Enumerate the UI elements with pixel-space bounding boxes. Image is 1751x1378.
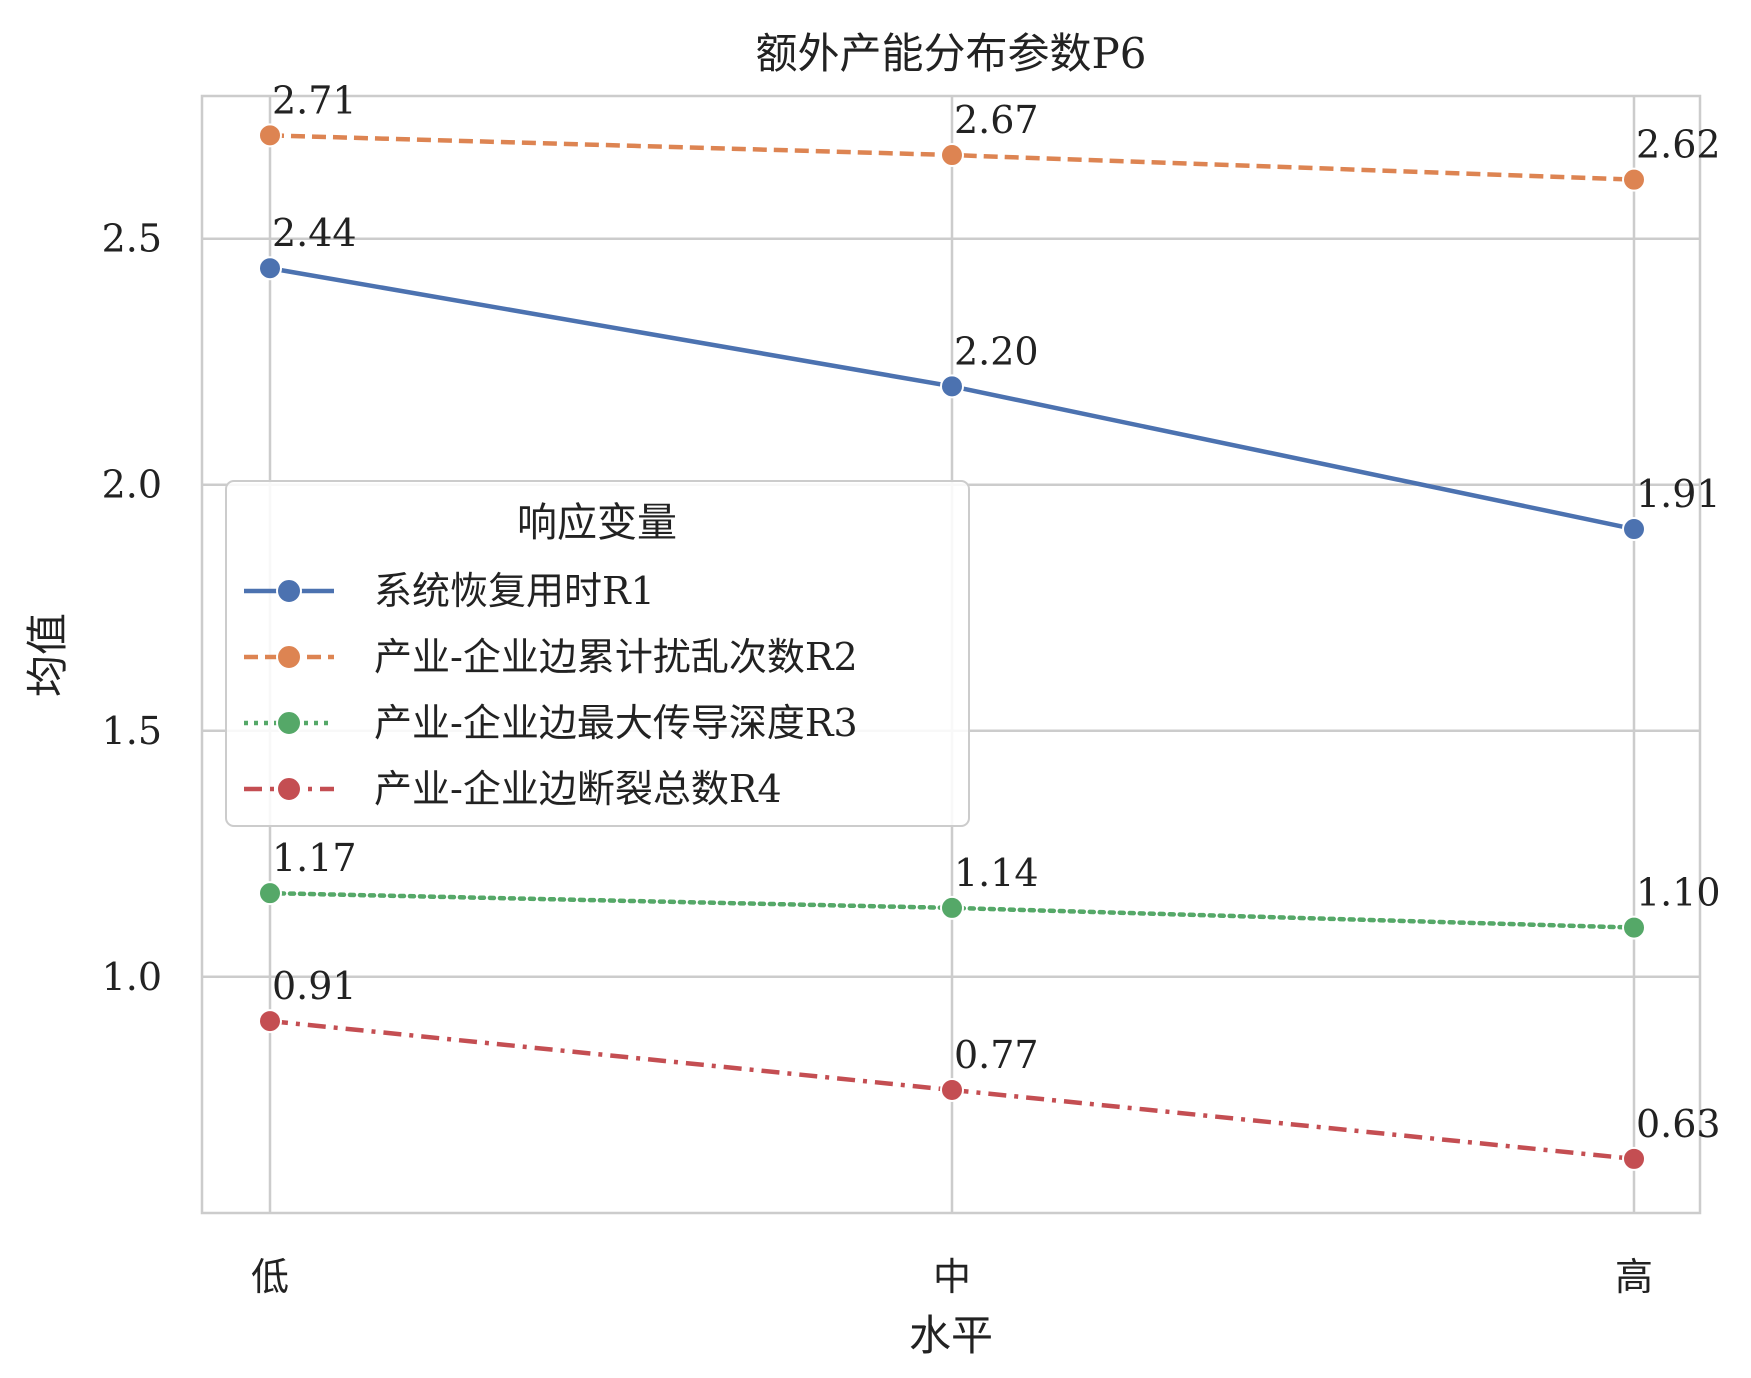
tick-layer: 低 中 高 1.0 1.5 2.0 2.5	[102, 217, 1653, 1299]
data-label: 0.91	[272, 964, 357, 1008]
data-point	[940, 143, 964, 168]
legend-label: 产业-企业边最大传导深度R3	[374, 701, 858, 745]
legend-marker	[276, 578, 302, 604]
data-point	[1622, 167, 1646, 192]
data-label: 0.63	[1636, 1102, 1721, 1146]
data-point	[940, 374, 964, 399]
legend-title: 响应变量	[517, 500, 677, 546]
data-point	[1622, 517, 1646, 542]
data-label-layer: 2.44 2.20 1.91 2.71 2.67 2.62 1.17 1.14 1.10 0.91…	[272, 78, 1721, 1146]
x-tick-label: 中	[933, 1255, 971, 1299]
x-axis-label: 水平	[909, 1311, 993, 1360]
data-label: 2.20	[954, 329, 1039, 373]
legend-marker	[276, 776, 302, 802]
y-axis-label: 均值	[23, 613, 72, 697]
legend: 响应变量 系统恢复用时R1 产业-企业边累计扰乱次数R2 产业-企业边最大传导深度R…	[225, 480, 970, 827]
legend-marker	[276, 644, 302, 670]
legend-label: 产业-企业边断裂总数R4	[374, 767, 782, 811]
data-label: 1.91	[1636, 472, 1721, 516]
data-label: 1.14	[954, 851, 1039, 895]
y-tick-label: 2.0	[102, 463, 162, 507]
data-point	[940, 1077, 964, 1102]
data-point	[258, 881, 282, 906]
series-layer	[258, 123, 1646, 1171]
y-tick-label: 1.5	[102, 709, 162, 753]
data-point	[258, 1009, 282, 1034]
y-tick-label: 1.0	[102, 955, 162, 999]
x-tick-label: 低	[251, 1255, 289, 1299]
legend-label: 系统恢复用时R1	[374, 569, 655, 613]
legend-marker	[276, 710, 302, 736]
x-tick-label: 高	[1615, 1255, 1653, 1299]
data-label: 1.17	[272, 836, 357, 880]
data-point	[1622, 915, 1646, 940]
plot-frame	[200, 94, 1702, 1215]
data-label: 0.77	[954, 1033, 1039, 1077]
data-label: 2.71	[272, 78, 357, 122]
data-point	[258, 123, 282, 148]
data-label: 2.44	[272, 211, 357, 255]
data-label: 2.62	[1636, 123, 1721, 167]
data-point	[1622, 1146, 1646, 1171]
y-tick-label: 2.5	[102, 217, 162, 261]
legend-frame	[225, 480, 970, 827]
data-label: 1.10	[1636, 871, 1721, 915]
chart-title: 额外产能分布参数P6	[756, 29, 1147, 78]
legend-items: 系统恢复用时R1 产业-企业边累计扰乱次数R2 产业-企业边最大传导深度R3 产业-企…	[244, 569, 858, 811]
data-point	[940, 895, 964, 920]
data-label: 2.67	[954, 98, 1039, 142]
legend-label: 产业-企业边累计扰乱次数R2	[374, 635, 858, 679]
data-point	[258, 256, 282, 281]
